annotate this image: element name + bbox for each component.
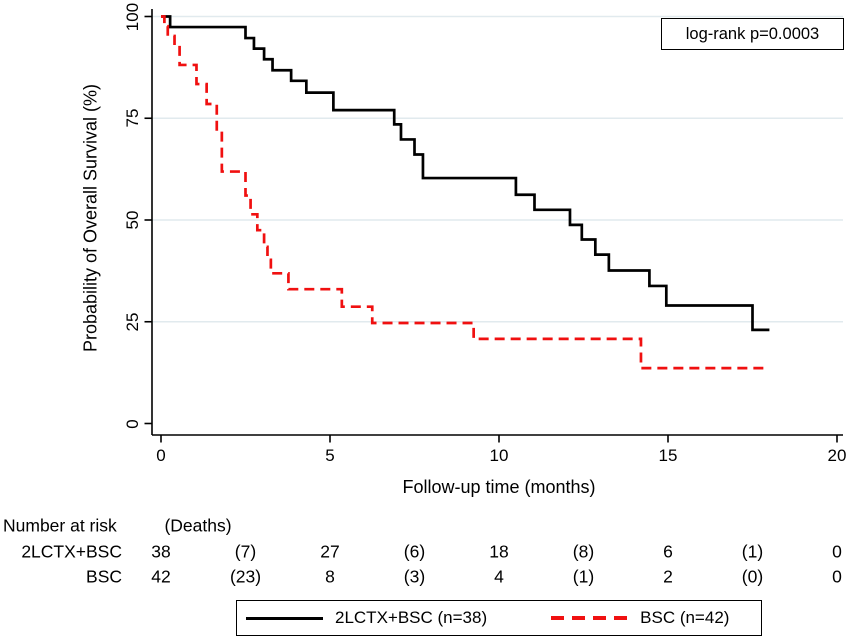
x-axis-title: Follow-up time (months) bbox=[402, 477, 596, 497]
y-tick-label-50: 50 bbox=[123, 210, 142, 230]
risk-cell-r1-c4: 4 bbox=[494, 566, 504, 587]
survival-plot-canvas bbox=[144, 9, 843, 443]
legend-solid-line-sample bbox=[246, 616, 323, 620]
x-tick-label-5: 5 bbox=[325, 446, 335, 465]
risk-cell-r0-c4: 18 bbox=[489, 541, 509, 562]
y-tick-label-0: 0 bbox=[123, 418, 142, 429]
risk-cell-r1-c1: (23) bbox=[229, 566, 262, 587]
y-tick-label-100: 100 bbox=[123, 2, 142, 31]
x-tick-label-0: 0 bbox=[156, 446, 166, 465]
risk-cell-r1-c7: (0) bbox=[741, 566, 764, 587]
risk-cell-r0-c2: 27 bbox=[320, 541, 340, 562]
risk-cell-r1-c2: 8 bbox=[325, 566, 335, 587]
legend-dashed-line-sample bbox=[551, 616, 629, 620]
legend-label-bsc: BSC (n=42) bbox=[640, 608, 730, 627]
logrank-annotation-text: log-rank p=0.0003 bbox=[685, 24, 820, 43]
risk-cell-r0-c0: 38 bbox=[151, 541, 171, 562]
x-tick-label-10: 10 bbox=[489, 446, 509, 465]
risk-cell-r0-c5: (8) bbox=[572, 541, 595, 562]
km-curve-2lctx-bsc bbox=[161, 15, 770, 332]
risk-cell-r1-c3: (3) bbox=[403, 566, 426, 587]
y-axis-title: Probability of Overall Survival (%) bbox=[80, 83, 101, 353]
risk-row-label-2lctx-bsc: 2LCTX+BSC bbox=[21, 541, 122, 562]
risk-row-label-bsc: BSC bbox=[86, 566, 122, 587]
risk-cell-r1-c8: 0 bbox=[832, 566, 842, 587]
x-tick-label-15: 15 bbox=[658, 446, 678, 465]
risk-cell-r0-c6: 6 bbox=[663, 541, 673, 562]
risk-table-header-deaths: (Deaths) bbox=[164, 515, 232, 536]
x-tick-label-20: 20 bbox=[827, 446, 847, 465]
legend-label-treatment: 2LCTX+BSC (n=38) bbox=[335, 608, 488, 627]
y-tick-label-75: 75 bbox=[123, 108, 142, 128]
logrank-annotation-box: log-rank p=0.0003 bbox=[661, 18, 844, 50]
risk-cell-r1-c6: 2 bbox=[663, 566, 673, 587]
legend-box: 2LCTX+BSC (n=38) BSC (n=42) bbox=[236, 600, 762, 636]
y-tick-label-25: 25 bbox=[123, 312, 142, 332]
risk-cell-r0-c3: (6) bbox=[403, 541, 426, 562]
km-curve-bsc bbox=[161, 15, 767, 370]
risk-cell-r0-c1: (7) bbox=[234, 541, 257, 562]
risk-cell-r0-c7: (1) bbox=[741, 541, 764, 562]
risk-cell-r1-c5: (1) bbox=[572, 566, 595, 587]
risk-cell-r0-c8: 0 bbox=[832, 541, 842, 562]
risk-cell-r1-c0: 42 bbox=[151, 566, 171, 587]
risk-table-header-number-at-risk: Number at risk bbox=[3, 515, 117, 536]
